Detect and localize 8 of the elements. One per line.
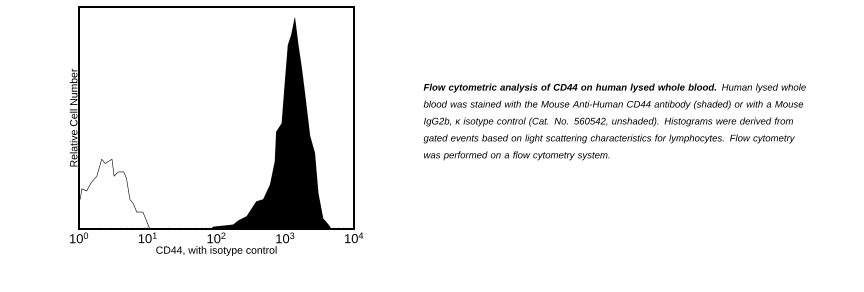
x-tick-label: 10$^{2}$	[208, 232, 226, 244]
text: Flow cytometric analysis of CD44 on human lysed whole blood. Human lysed whole blood was stained with the Mouse Anti-Human CD44 antibody (shaded) or with a Mouse IgG2b, κ isotype control (Cat. No. 560542, unshaded). Histograms were derived from gated events based on light scattering characteristics for lymphocytes. Flow cytometry was performed on a flow cytometry system.	[424, 84, 806, 160]
x-axis-title: CD44, with isotype control	[156, 246, 277, 256]
x-tick-label: 10$^{0}$	[70, 232, 88, 244]
x-tick-label: 10$^{4}$	[345, 232, 364, 244]
x-tick-label: 10$^{3}$	[276, 232, 294, 244]
x-tick-label: 10$^{1}$	[138, 232, 157, 244]
y-axis-title: Relative Cell Number	[70, 68, 78, 167]
